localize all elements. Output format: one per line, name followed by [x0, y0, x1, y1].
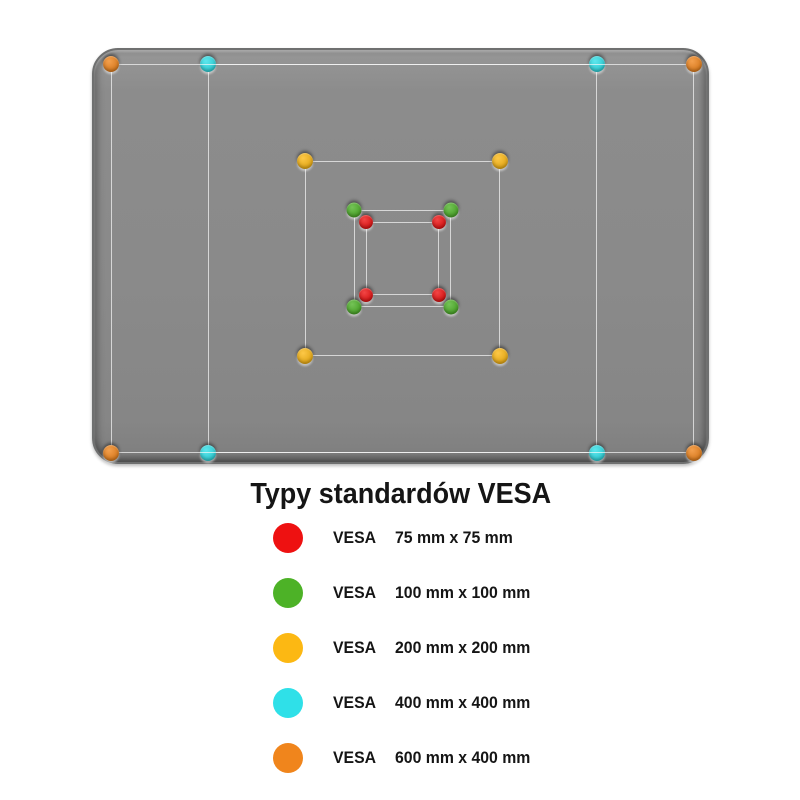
legend-row-100x100: VESA 100 mm x 100 mm [273, 578, 573, 608]
legend-color-dot [273, 688, 303, 718]
legend-color-dot [273, 633, 303, 663]
vesa-pattern-rect-100x100 [353, 209, 452, 308]
legend-vesa-label: VESA [333, 748, 395, 768]
mount-hole-75x75 [431, 215, 446, 230]
mount-hole-400x400 [588, 444, 605, 461]
legend-row-75x75: VESA 75 mm x 75 mm [273, 523, 573, 553]
legend-size-value-text: 100 mm x 100 mm [395, 583, 531, 602]
vesa-legend: VESA 75 mm x 75 mm VESA 100 mm x 100 mm VESA… [273, 523, 573, 798]
mount-hole-200x200 [491, 153, 508, 170]
mount-hole-200x200 [297, 347, 314, 364]
legend-size-value: 100 mm x 100 mm [395, 583, 541, 603]
legend-row-400x400: VESA 400 mm x 400 mm [273, 688, 573, 718]
diagram-title-text: Typy standardów VESA [250, 478, 551, 510]
legend-size-value-text: 200 mm x 200 mm [395, 638, 531, 657]
legend-color-dot [273, 743, 303, 773]
legend-color-dot [273, 578, 303, 608]
mount-hole-100x100 [443, 299, 459, 315]
mount-hole-400x400 [200, 444, 217, 461]
diagram-title: Typy standardów VESA [92, 477, 709, 511]
mount-hole-600x400 [102, 444, 119, 461]
legend-size-value: 600 mm x 400 mm [395, 748, 541, 768]
legend-size-value: 75 mm x 75 mm [395, 528, 522, 548]
legend-color-dot [273, 523, 303, 553]
legend-vesa-label-text: VESA [333, 748, 377, 767]
mount-hole-200x200 [491, 347, 508, 364]
legend-size-value-text: 600 mm x 400 mm [395, 748, 531, 767]
mount-hole-75x75 [359, 215, 374, 230]
mount-hole-200x200 [297, 153, 314, 170]
mount-hole-75x75 [359, 287, 374, 302]
vesa-plate [92, 48, 709, 464]
legend-vesa-label: VESA [333, 638, 395, 658]
legend-size-value-text: 400 mm x 400 mm [395, 693, 531, 712]
legend-row-200x200: VESA 200 mm x 200 mm [273, 633, 573, 663]
mount-hole-100x100 [346, 202, 362, 218]
legend-vesa-label-text: VESA [333, 583, 377, 602]
legend-vesa-label: VESA [333, 693, 395, 713]
legend-size-value: 200 mm x 200 mm [395, 638, 541, 658]
legend-vesa-label: VESA [333, 528, 395, 548]
legend-vesa-label-text: VESA [333, 693, 377, 712]
mount-hole-600x400 [686, 56, 703, 73]
legend-vesa-label: VESA [333, 583, 395, 603]
mount-hole-75x75 [431, 287, 446, 302]
mount-hole-600x400 [686, 444, 703, 461]
legend-row-600x400: VESA 600 mm x 400 mm [273, 743, 573, 773]
vesa-pattern-rect-600x400 [110, 64, 695, 453]
legend-size-value: 400 mm x 400 mm [395, 693, 541, 713]
legend-size-value-text: 75 mm x 75 mm [395, 528, 513, 547]
mount-hole-100x100 [443, 202, 459, 218]
mount-hole-600x400 [102, 56, 119, 73]
vesa-pattern-rect-200x200 [305, 161, 500, 356]
legend-vesa-label-text: VESA [333, 528, 377, 547]
legend-vesa-label-text: VESA [333, 638, 377, 657]
hole-pattern [94, 50, 707, 462]
vesa-pattern-rect-75x75 [366, 222, 439, 295]
mount-hole-100x100 [346, 299, 362, 315]
